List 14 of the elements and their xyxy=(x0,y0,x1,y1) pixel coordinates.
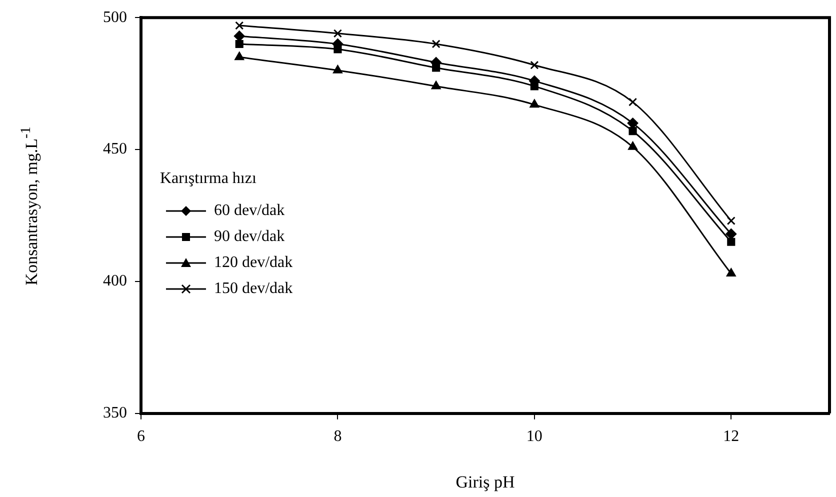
legend-label: 120 dev/dak xyxy=(214,254,293,272)
x-tick-label: 10 xyxy=(526,428,542,446)
legend-label: 90 dev/dak xyxy=(214,228,285,246)
y-tick-label: 500 xyxy=(103,8,127,26)
x-tick-label: 6 xyxy=(137,428,145,446)
x-tick-label: 8 xyxy=(334,428,342,446)
legend-title: Karıştırma hızı xyxy=(160,170,258,188)
x-axis-title: Giriş pH xyxy=(456,472,515,492)
legend-label: 60 dev/dak xyxy=(214,202,285,220)
legend-label: 150 dev/dak xyxy=(214,280,293,298)
y-tick-label: 450 xyxy=(103,140,127,158)
y-tick-label: 400 xyxy=(103,272,127,290)
y-tick-label: 350 xyxy=(103,404,127,422)
x-tick-label: 12 xyxy=(723,428,740,446)
